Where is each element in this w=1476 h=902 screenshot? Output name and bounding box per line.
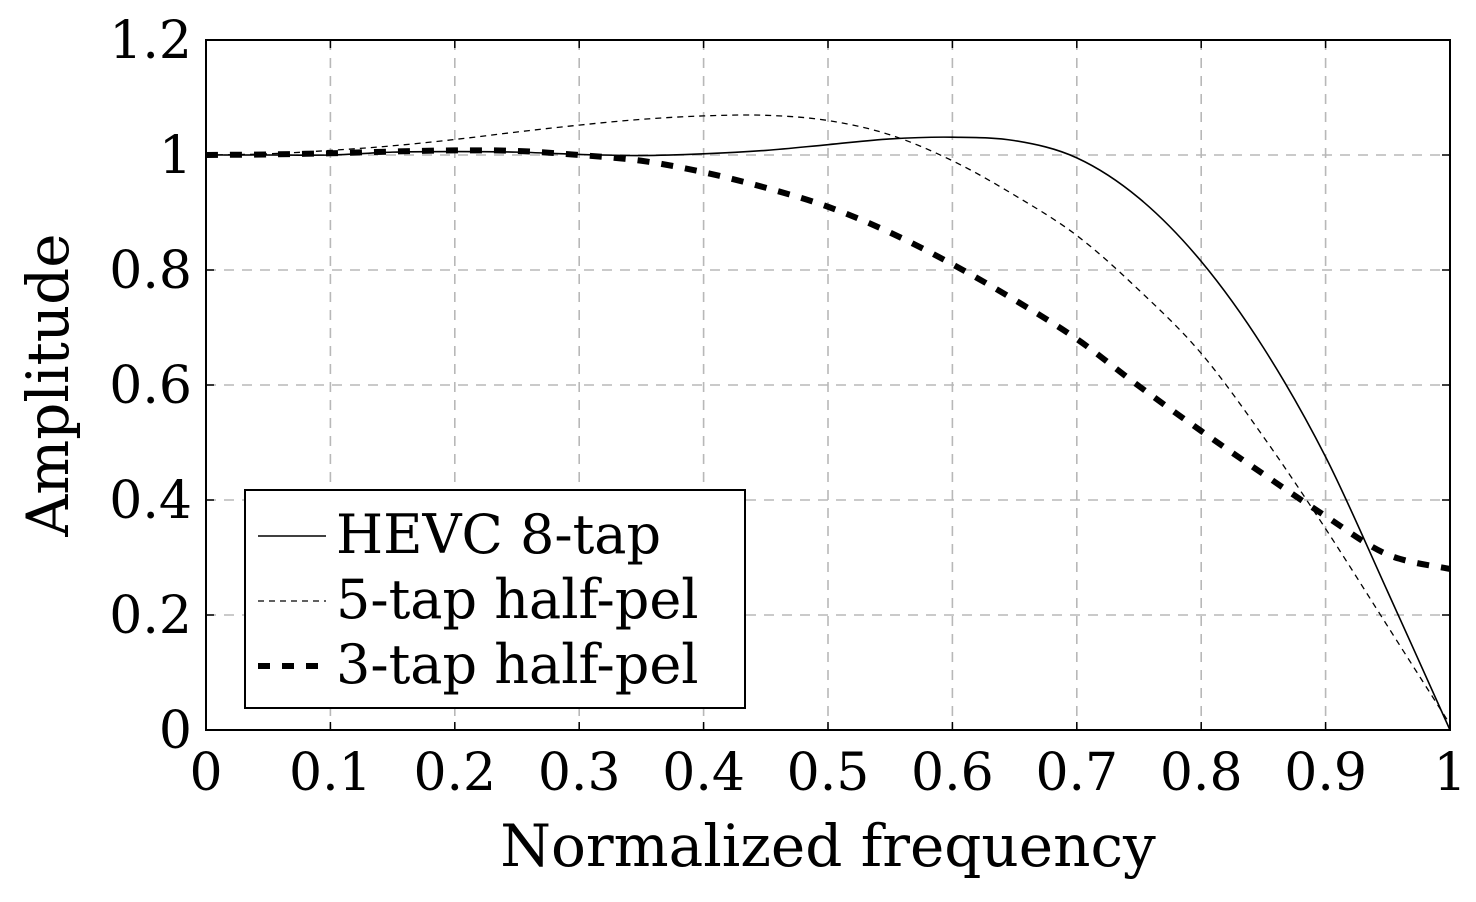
legend-label-hevc-8-tap: HEVC 8-tap	[336, 503, 661, 566]
series-line-hevc-8-tap	[206, 136, 1451, 731]
y-tick-label: 1	[159, 126, 192, 186]
y-axis-label: Amplitude	[14, 233, 82, 537]
x-tick-label: 0.6	[911, 743, 994, 803]
legend-label-3-tap-half-pel: 3-tap half-pel	[336, 633, 699, 696]
x-tick-label: 0.9	[1284, 743, 1367, 803]
x-tick-label: 0.2	[413, 743, 496, 803]
legend: HEVC 8-tap 5-tap half-pel 3-tap half-pel	[244, 489, 746, 709]
y-tick-label: 1.2	[109, 11, 192, 71]
x-tick-label: 0	[189, 743, 222, 803]
x-tick-label: 0.4	[662, 743, 745, 803]
y-tick-label: 0.6	[109, 356, 192, 416]
x-tick-label: 0.8	[1160, 743, 1243, 803]
y-tick-label: 0.4	[109, 471, 192, 531]
legend-box	[244, 489, 746, 709]
y-tick-label: 0.8	[109, 241, 192, 301]
y-tick-label: 0	[159, 701, 192, 761]
x-tick-label: 1	[1433, 743, 1466, 803]
series-lines	[205, 114, 1451, 731]
x-tick-label: 0.1	[289, 743, 372, 803]
x-tick-label: 0.3	[538, 743, 621, 803]
x-tick-label: 0.7	[1035, 743, 1118, 803]
tick-labels: 0 0.1 0.2 0.3 0.4 0.5 0.6 0.7 0.8 0.9 1 0 0.2 0.4 0.6 0…	[109, 11, 1466, 803]
y-tick-label: 0.2	[109, 586, 192, 646]
series-line-3-tap-half-pel	[205, 147, 1451, 572]
ticks	[205, 39, 1451, 731]
series-line-5-tap-half-pel	[205, 114, 1451, 725]
legend-label-5-tap-half-pel: 5-tap half-pel	[336, 568, 699, 631]
x-tick-label: 0.5	[787, 743, 870, 803]
x-axis-label: Normalized frequency	[500, 812, 1156, 880]
